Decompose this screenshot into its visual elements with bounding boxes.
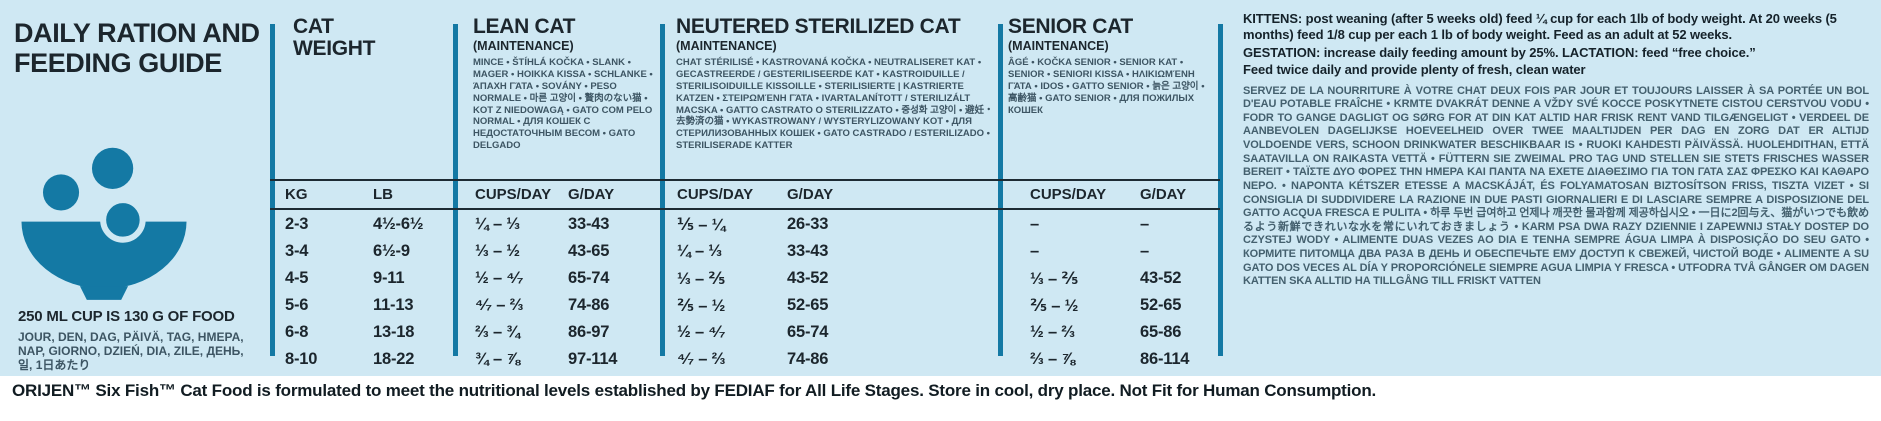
info-panel: DAILY RATION AND FEEDING GUIDE 250 ML CU…	[0, 0, 1881, 376]
section-translations-neutered-cat: CHAT STÉRILISÉ • KASTROVANÁ KOČKA • NEUT…	[676, 57, 994, 152]
section-lean-cat: LEAN CAT (MAINTENANCE) MINCE • ŠTÍHLÁ KO…	[473, 15, 655, 152]
cell-senior-g: 43-52	[1140, 269, 1182, 287]
cell-lean-cups: ⅔ – ¾	[475, 323, 520, 341]
cell-senior-cups: –	[1030, 242, 1039, 260]
cell-kg: 6-8	[285, 323, 309, 341]
cell-neutered-g: 52-65	[787, 296, 829, 314]
unit-neutered-cups: CUPS/DAY	[677, 186, 754, 203]
cell-kg: 8-10	[285, 350, 318, 368]
cell-neutered-cups: ½ – ⁴⁄₇	[677, 323, 726, 341]
section-translations-senior-cat: ÂGÉ • KOČKA SENIOR • SENIOR KAT • SENIOR…	[1008, 57, 1205, 116]
page-title: DAILY RATION AND FEEDING GUIDE	[14, 18, 260, 79]
table-row: 5-6 11-13 ⁴⁄₇ – ⅔ 74-86 ⅖ – ½ 52-65 ⅖ – …	[285, 292, 1218, 319]
cell-senior-cups: ⅔ – ⅞	[1030, 350, 1075, 368]
cell-neutered-cups: ⅖ – ½	[677, 296, 726, 315]
cell-senior-g: –	[1140, 215, 1149, 233]
cell-lean-g: 65-74	[568, 269, 610, 287]
fresh-water-note-translations: SERVEZ DE LA NOURRITURE À VOTRE CHAT DEU…	[1243, 84, 1869, 288]
day-translations: JOUR, DEN, DAG, PÄIVÄ, TAG, ΗΜΕΡΑ, NAP, …	[18, 330, 244, 373]
food-bowl-icon	[21, 147, 187, 300]
unit-kg: KG	[285, 186, 308, 203]
section-subtitle-neutered-cat: (MAINTENANCE)	[676, 39, 777, 54]
unit-lean-g: G/DAY	[568, 186, 615, 203]
cell-lb: 13-18	[373, 323, 415, 341]
column-divider	[660, 24, 665, 356]
cell-kg: 4-5	[285, 269, 309, 287]
table-row: 6-8 13-18 ⅔ – ¾ 86-97 ½ – ⁴⁄₇ 65-74 ½ – …	[285, 319, 1218, 346]
fresh-water-note: Feed twice daily and provide plenty of f…	[1243, 62, 1586, 78]
cell-kg: 3-4	[285, 242, 309, 260]
unit-senior-cups: CUPS/DAY	[1030, 186, 1107, 203]
cell-lb: 6½-9	[373, 242, 410, 260]
cell-lb: 11-13	[373, 296, 414, 314]
footer-statement: ORIJEN™ Six Fish™ Cat Food is formulated…	[12, 381, 1377, 400]
table-row: 2-3 4½-6½ ¼ – ⅓ 33-43 ⅕ – ¼ 26-33 – –	[285, 211, 1218, 238]
section-title-cat-weight: CAT WEIGHT	[293, 15, 376, 61]
cell-neutered-cups: ⁴⁄₇ – ⅔	[677, 350, 726, 368]
feeding-notes: KITTENS: post weaning (after 5 weeks old…	[1243, 11, 1869, 289]
cell-senior-g: –	[1140, 242, 1149, 260]
cell-neutered-g: 26-33	[787, 215, 829, 233]
cell-kg: 5-6	[285, 296, 309, 314]
section-cat-weight: CAT WEIGHT	[293, 15, 413, 61]
cell-senior-cups: ½ – ⅔	[1030, 323, 1075, 341]
cell-lean-g: 43-65	[568, 242, 610, 260]
unit-senior-g: G/DAY	[1140, 186, 1187, 203]
cell-neutered-cups: ⅕ – ¼	[677, 215, 726, 234]
cell-senior-cups: –	[1030, 215, 1039, 233]
cell-lean-cups: ¾ – ⅞	[475, 350, 520, 368]
cell-lb: 4½-6½	[373, 215, 424, 233]
cell-neutered-cups: ⅓ – ⅖	[677, 269, 726, 288]
unit-lb: LB	[373, 186, 393, 203]
footer: ORIJEN™ Six Fish™ Cat Food is formulated…	[12, 381, 1872, 401]
cup-size-note: 250 ML CUP IS 130 G OF FOOD	[18, 308, 235, 325]
section-title-neutered-cat: NEUTERED STERILIZED CAT	[676, 15, 961, 38]
section-title-lean-cat: LEAN CAT	[473, 15, 576, 38]
cell-lb: 9-11	[373, 269, 405, 287]
cell-neutered-g: 65-74	[787, 323, 829, 341]
cell-neutered-g: 43-52	[787, 269, 829, 287]
cell-lean-g: 86-97	[568, 323, 610, 341]
kittens-note: KITTENS: post weaning (after 5 weeks old…	[1243, 11, 1837, 43]
unit-neutered-g: G/DAY	[787, 186, 834, 203]
cell-senior-g: 65-86	[1140, 323, 1182, 341]
section-senior-cat: SENIOR CAT (MAINTENANCE) ÂGÉ • KOČKA SEN…	[1008, 15, 1210, 116]
cell-neutered-cups: ¼ – ⅓	[677, 242, 722, 260]
cell-senior-g: 52-65	[1140, 296, 1182, 314]
table-row: 4-5 9-11 ½ – ⁴⁄₇ 65-74 ⅓ – ⅖ 43-52 ⅓ – ⅖…	[285, 265, 1218, 292]
table-units-row: KG LB CUPS/DAY G/DAY CUPS/DAY G/DAY CUPS…	[285, 181, 1218, 208]
cell-senior-cups: ⅖ – ½	[1030, 296, 1079, 315]
cell-senior-g: 86-114	[1140, 350, 1190, 368]
section-neutered-cat: NEUTERED STERILIZED CAT (MAINTENANCE) CH…	[676, 15, 994, 152]
cell-lean-cups: ¼ – ⅓	[475, 215, 520, 233]
cell-kg: 2-3	[285, 215, 309, 233]
table-rule-bottom	[270, 208, 1220, 210]
cell-lean-cups: ⁴⁄₇ – ⅔	[475, 296, 524, 314]
brand-block: DAILY RATION AND FEEDING GUIDE 250 ML CU…	[14, 18, 266, 372]
section-subtitle-senior-cat: (MAINTENANCE)	[1008, 39, 1109, 54]
table-rule-top	[270, 179, 1220, 181]
column-divider	[453, 24, 458, 356]
unit-lean-cups: CUPS/DAY	[475, 186, 552, 203]
cell-lb: 18-22	[373, 350, 415, 368]
table-row: 8-10 18-22 ¾ – ⅞ 97-114 ⁴⁄₇ – ⅔ 74-86 ⅔ …	[285, 346, 1218, 373]
section-translations-lean-cat: MINCE • ŠTÍHLÁ KOČKA • SLANK • MAGER • H…	[473, 57, 653, 152]
cell-senior-cups: ⅓ – ⅖	[1030, 269, 1079, 288]
table-row: 3-4 6½-9 ⅓ – ½ 43-65 ¼ – ⅓ 33-43 – –	[285, 238, 1218, 265]
cell-lean-g: 97-114	[568, 350, 618, 368]
cell-lean-cups: ½ – ⁴⁄₇	[475, 269, 524, 287]
cell-neutered-g: 33-43	[787, 242, 829, 260]
column-divider	[270, 24, 275, 356]
gestation-lactation-note: GESTATION: increase daily feeding amount…	[1243, 44, 1756, 60]
cell-lean-g: 74-86	[568, 296, 610, 314]
section-subtitle-lean-cat: (MAINTENANCE)	[473, 39, 574, 54]
column-divider	[1218, 24, 1223, 356]
section-title-senior-cat: SENIOR CAT	[1008, 15, 1133, 38]
column-divider	[998, 24, 1003, 356]
cell-lean-g: 33-43	[568, 215, 610, 233]
cell-lean-cups: ⅓ – ½	[475, 242, 520, 260]
cell-neutered-g: 74-86	[787, 350, 829, 368]
